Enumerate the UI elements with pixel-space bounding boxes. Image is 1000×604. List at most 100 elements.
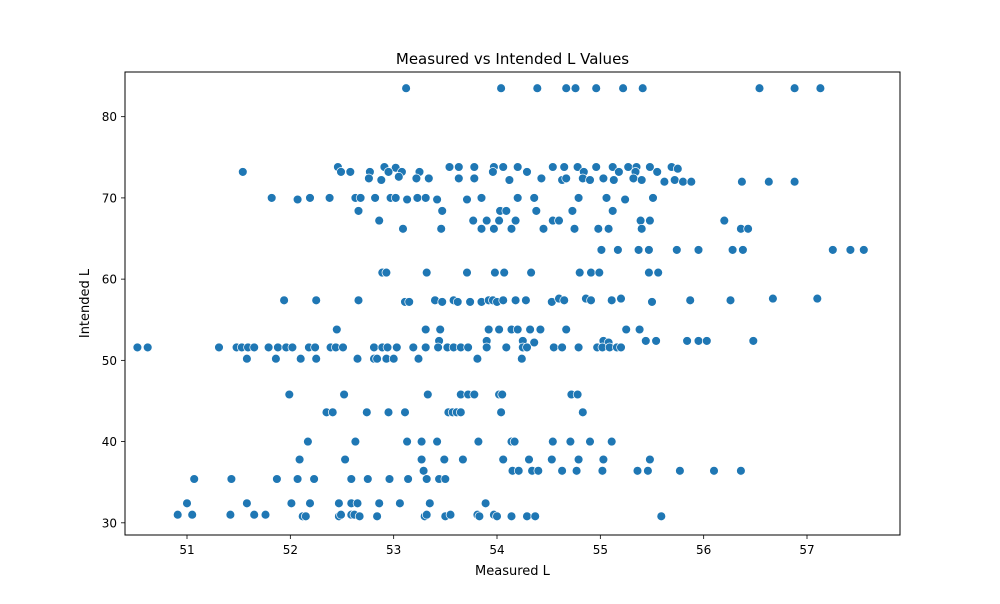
data-point bbox=[693, 336, 704, 346]
data-point bbox=[398, 224, 408, 234]
data-point bbox=[522, 511, 532, 522]
data-point bbox=[226, 474, 237, 484]
data-point bbox=[512, 162, 523, 172]
chart-title: Measured vs Intended L Values bbox=[396, 50, 629, 68]
data-point bbox=[636, 175, 647, 185]
data-point bbox=[436, 224, 446, 234]
data-point bbox=[352, 498, 363, 509]
data-point bbox=[355, 193, 366, 203]
data-point bbox=[403, 474, 413, 484]
data-point bbox=[432, 194, 442, 205]
data-point bbox=[439, 454, 450, 465]
data-point bbox=[548, 436, 558, 447]
data-point bbox=[510, 215, 521, 226]
y-axis-ticks: 30 40 50 60 70 80 bbox=[102, 110, 125, 530]
data-point bbox=[309, 474, 319, 484]
data-point bbox=[263, 342, 274, 353]
data-point bbox=[494, 324, 504, 335]
data-point bbox=[452, 297, 463, 307]
data-point bbox=[571, 466, 582, 476]
data-point bbox=[401, 83, 411, 93]
data-point bbox=[607, 206, 618, 216]
data-point bbox=[340, 454, 350, 465]
data-point bbox=[310, 342, 320, 353]
data-point bbox=[559, 162, 569, 172]
data-point bbox=[656, 511, 667, 522]
data-point bbox=[727, 245, 738, 255]
data-point bbox=[686, 176, 697, 187]
data-point bbox=[421, 474, 432, 484]
data-point bbox=[481, 342, 492, 353]
data-point bbox=[225, 509, 236, 520]
data-point bbox=[719, 215, 730, 226]
data-point bbox=[498, 295, 508, 306]
data-point bbox=[287, 342, 298, 353]
data-point bbox=[352, 353, 363, 364]
data-point bbox=[408, 342, 419, 353]
data-point bbox=[476, 193, 487, 203]
data-point bbox=[421, 509, 432, 520]
data-point bbox=[647, 297, 657, 307]
data-point bbox=[709, 466, 719, 476]
data-point bbox=[292, 194, 303, 205]
y-tick-label: 40 bbox=[102, 435, 117, 449]
data-point bbox=[469, 389, 480, 400]
data-point bbox=[573, 193, 584, 203]
data-point bbox=[693, 245, 704, 255]
data-point bbox=[725, 295, 736, 306]
data-point bbox=[768, 293, 778, 304]
data-point bbox=[606, 436, 617, 447]
data-point bbox=[374, 215, 384, 226]
data-point bbox=[585, 175, 595, 185]
data-point bbox=[652, 167, 662, 177]
data-point bbox=[476, 224, 487, 234]
x-tick-label: 54 bbox=[489, 543, 504, 557]
data-point bbox=[444, 162, 455, 172]
data-point bbox=[305, 498, 315, 509]
data-point bbox=[672, 245, 682, 255]
data-point bbox=[567, 206, 578, 216]
data-point bbox=[651, 336, 661, 346]
data-point bbox=[187, 509, 197, 520]
data-point bbox=[561, 83, 571, 93]
data-point bbox=[390, 193, 401, 203]
data-point bbox=[345, 167, 356, 177]
data-point bbox=[182, 498, 192, 509]
data-point bbox=[513, 466, 524, 476]
data-point bbox=[561, 173, 571, 184]
data-point bbox=[295, 353, 306, 364]
data-point bbox=[286, 498, 297, 509]
data-point bbox=[501, 342, 512, 353]
data-point bbox=[521, 295, 531, 306]
data-point bbox=[481, 215, 492, 226]
data-point bbox=[547, 454, 557, 465]
data-point bbox=[440, 474, 451, 484]
data-point bbox=[524, 454, 534, 465]
data-point bbox=[616, 293, 626, 304]
data-point bbox=[828, 245, 838, 255]
data-point bbox=[424, 173, 434, 184]
y-axis-label: Intended L bbox=[78, 268, 93, 338]
data-point bbox=[413, 353, 424, 364]
data-point bbox=[242, 353, 252, 364]
data-point bbox=[591, 83, 601, 93]
data-point bbox=[370, 193, 380, 203]
data-point bbox=[473, 436, 484, 447]
data-point bbox=[561, 324, 571, 335]
data-point bbox=[685, 295, 695, 306]
x-tick-label: 55 bbox=[593, 543, 608, 557]
data-point bbox=[522, 167, 532, 177]
data-point bbox=[645, 162, 655, 172]
data-point bbox=[702, 336, 712, 346]
data-point bbox=[572, 162, 583, 172]
x-axis-label: Measured L bbox=[475, 564, 551, 579]
data-point bbox=[489, 224, 499, 234]
data-point bbox=[533, 466, 544, 476]
data-point bbox=[421, 267, 432, 278]
data-point bbox=[559, 295, 569, 306]
data-point bbox=[432, 436, 442, 447]
data-point bbox=[292, 474, 303, 484]
data-point bbox=[353, 295, 364, 306]
data-point bbox=[142, 342, 153, 353]
